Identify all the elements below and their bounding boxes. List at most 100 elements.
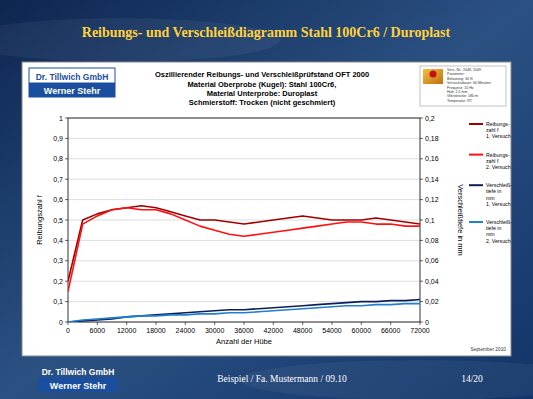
legend-line: Verschleiß-: [486, 219, 512, 225]
logo-text: Dr. Tillwich GmbH: [36, 72, 109, 82]
grid-line: [68, 158, 420, 159]
info-text: Belastung: 30 N: [447, 77, 473, 81]
footer-text: Beispiel / Fa. Mustermann / 09.10: [217, 374, 347, 384]
tick: [126, 322, 127, 325]
grid-line: [68, 260, 420, 261]
tick: [420, 260, 423, 261]
tick: [420, 322, 421, 325]
logo-band: [38, 378, 118, 393]
tick-label: 42000: [264, 327, 284, 334]
tick: [185, 322, 186, 325]
chart-subtitle: Material Oberprobe (Kugel): Stahl 100Cr6…: [188, 80, 337, 89]
legend-swatch: [469, 221, 483, 223]
panel: [22, 62, 511, 356]
tick: [65, 301, 68, 302]
tick-label: 66000: [381, 327, 401, 334]
tick-label: 0,6: [53, 196, 63, 203]
legend-line: mm: [486, 231, 495, 237]
legend-line: tiefe in: [486, 225, 501, 231]
legend-label: Reibungs-zahl f1. Versuch: [486, 121, 511, 139]
tick: [65, 220, 68, 221]
tick-label: 0,12: [425, 196, 439, 203]
slide-title: Reibungs- und Verschleißdiagramm Stahl 1…: [82, 25, 451, 40]
tick: [332, 322, 333, 325]
info-box: [420, 66, 506, 106]
tick: [420, 322, 423, 323]
tick-label: 0,18: [425, 135, 439, 142]
tick-label: 0,02: [425, 298, 439, 305]
tick: [420, 220, 423, 221]
y2-label: Verschleißtiefe in mm: [456, 184, 465, 256]
info-image: [423, 69, 443, 84]
tick: [65, 322, 68, 323]
tick: [420, 240, 423, 241]
series-line: [68, 300, 420, 322]
tick: [420, 118, 423, 119]
tick: [65, 179, 68, 180]
legend-line: mm: [486, 195, 495, 201]
legend-swatch: [469, 184, 483, 186]
grid-line: [68, 199, 420, 200]
tick-label: 0,08: [425, 237, 439, 244]
slide: Reibungs- und Verschleißdiagramm Stahl 1…: [0, 0, 533, 399]
tick-label: 0: [59, 319, 63, 326]
tick: [156, 322, 157, 325]
series-line: [68, 206, 420, 281]
tick: [65, 199, 68, 200]
legend-line: tiefe in: [486, 188, 501, 194]
legend-line: 1. Versuch: [486, 133, 511, 139]
tick-label: 0,1: [53, 298, 63, 305]
tick-label: 0,2: [425, 115, 435, 122]
tick-label: 0: [425, 319, 429, 326]
legend-label: Verschleiß-tiefe inmm2. Versuch: [486, 219, 512, 244]
tick: [65, 138, 68, 139]
tick-label: 0,2: [53, 278, 63, 285]
tick: [65, 158, 68, 159]
tick: [65, 281, 68, 282]
tick-label: 18000: [146, 327, 166, 334]
tick: [420, 179, 423, 180]
tick-label: 36000: [234, 327, 254, 334]
grid-line: [68, 281, 420, 282]
x-label: Anzahl der Hübe: [216, 337, 272, 346]
tick: [68, 322, 69, 325]
chart-subtitle: Material Unterprobe: Duroplast: [207, 89, 318, 98]
tick: [65, 118, 68, 119]
legend-line: 2. Versuch: [486, 238, 511, 244]
tick-label: 0,9: [53, 135, 63, 142]
y-label: Reibungszahl f: [35, 194, 44, 245]
tick-label: 12000: [117, 327, 137, 334]
tick-label: 0,14: [425, 176, 439, 183]
plot-area: [68, 206, 420, 322]
tick: [214, 322, 215, 325]
series-line: [68, 208, 420, 292]
tick: [420, 199, 423, 200]
chart-subtitle: Schmierstoff: Trocken (nicht geschmiert): [189, 98, 336, 107]
tick-label: 30000: [205, 327, 225, 334]
tick: [361, 322, 362, 325]
tick: [390, 322, 391, 325]
tick-label: 54000: [322, 327, 342, 334]
tick-label: 0,5: [53, 217, 63, 224]
tick-label: 0,1: [425, 217, 435, 224]
info-text: Versuchsdauer: 60 Minuten: [447, 81, 491, 85]
legend-line: Reibungs-: [486, 121, 510, 127]
legend-line: Reibungs-: [486, 152, 510, 158]
date: September 2010: [471, 347, 507, 352]
tick: [420, 138, 423, 139]
logo-text: Dr. Tillwich GmbH: [42, 367, 115, 377]
legend-line: zahl f: [486, 158, 499, 164]
tick-label: 72000: [410, 327, 430, 334]
info-text: Gleitstrecke: 180 m: [447, 94, 478, 98]
logo-text: Werner Stehr: [44, 86, 101, 96]
tick-label: 0: [66, 327, 70, 334]
tick: [244, 322, 245, 325]
tick: [97, 322, 98, 325]
legend-label: Verschleiß-tiefe inmm1. Versuch: [486, 182, 512, 207]
series-line: [68, 304, 420, 322]
tick-label: 48000: [293, 327, 313, 334]
grid-line: [68, 179, 420, 180]
tick: [420, 301, 423, 302]
tick-label: 0,06: [425, 257, 439, 264]
info-text: Hub: 2,5 mm: [447, 90, 468, 94]
